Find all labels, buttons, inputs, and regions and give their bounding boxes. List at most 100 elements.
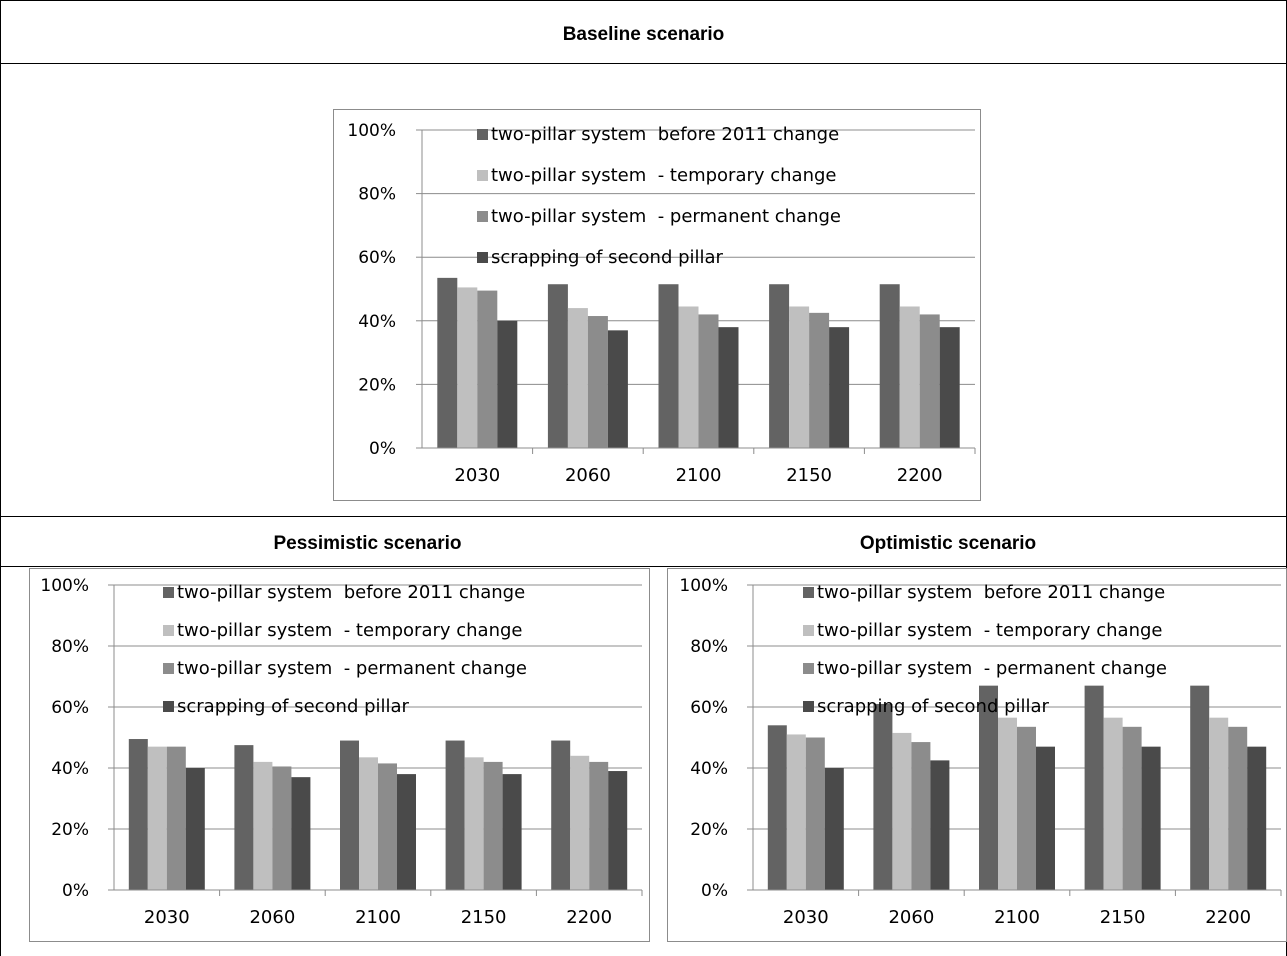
bar <box>911 742 931 890</box>
x-tick-label: 2030 <box>144 907 190 928</box>
bar <box>658 284 679 448</box>
x-tick-label: 2060 <box>565 465 611 486</box>
legend-swatch <box>803 625 814 636</box>
y-tick-label: 0% <box>369 439 396 459</box>
bar <box>1141 746 1161 890</box>
bar <box>551 740 571 890</box>
legend-swatch <box>803 663 814 674</box>
bar <box>340 740 359 890</box>
bar <box>567 308 588 448</box>
legend-swatch <box>477 211 488 222</box>
y-tick-label: 80% <box>690 637 728 657</box>
bar <box>502 774 522 890</box>
bar <box>1209 717 1229 890</box>
bar <box>359 757 378 890</box>
bar <box>1228 726 1248 890</box>
bar <box>234 745 254 890</box>
bar <box>128 739 148 890</box>
pessimistic-chart: 0% 20% 40% 60% 80% 100% 2030 2060 2100 2150 2200 tw… <box>29 568 650 942</box>
x-tick-label: 2200 <box>1205 907 1251 928</box>
y-tick-label: 60% <box>690 698 728 718</box>
legend-label: scrapping of second pillar <box>817 696 1050 717</box>
bar <box>769 284 790 448</box>
bar <box>445 740 465 890</box>
legend-label: two-pillar system before 2011 change <box>177 582 525 603</box>
y-tick-label: 40% <box>358 312 396 332</box>
legend-label: two-pillar system - temporary change <box>491 165 837 186</box>
x-tick-label: 2150 <box>461 907 507 928</box>
legend-swatch <box>477 129 488 140</box>
bar <box>809 312 830 448</box>
bar <box>998 717 1017 890</box>
bar <box>166 746 186 890</box>
bar <box>1103 717 1123 890</box>
table-border-under-top-title <box>0 63 1287 64</box>
y-tick-label: 100% <box>347 121 396 141</box>
x-tick-label: 2150 <box>1100 907 1146 928</box>
bar <box>698 314 719 448</box>
legend-label: two-pillar system - permanent change <box>817 658 1167 679</box>
bar <box>378 763 397 890</box>
legend-swatch <box>803 587 814 598</box>
bar <box>939 327 960 448</box>
y-tick-label: 100% <box>40 576 89 596</box>
y-tick-label: 80% <box>358 185 396 205</box>
y-tick-label: 100% <box>679 576 728 596</box>
baseline-chart: 0% 20% 40% 60% 80% 100% 2030 2060 2100 2150 2200 tw… <box>333 109 981 501</box>
x-tick-label: 2150 <box>786 465 832 486</box>
bar <box>805 737 825 890</box>
y-tick-label: 0% <box>701 881 728 901</box>
bar <box>829 327 850 448</box>
x-tick-label: 2200 <box>566 907 612 928</box>
bar <box>589 761 609 890</box>
y-tick-label: 0% <box>62 881 89 901</box>
bar <box>786 734 806 890</box>
bar <box>457 287 478 448</box>
legend-swatch <box>163 625 174 636</box>
legend-label: two-pillar system - temporary change <box>177 620 523 641</box>
optimistic-title: Optimistic scenario <box>859 533 1037 554</box>
bar <box>291 777 311 890</box>
bar <box>437 277 458 448</box>
y-tick-label: 40% <box>51 759 89 779</box>
x-tick-label: 2030 <box>783 907 829 928</box>
x-tick-label: 2030 <box>454 465 500 486</box>
bar <box>1247 746 1267 890</box>
legend-label: two-pillar system - temporary change <box>817 620 1163 641</box>
bar <box>979 685 998 890</box>
bar <box>718 327 739 448</box>
bar <box>1122 726 1142 890</box>
legend-swatch <box>163 701 174 712</box>
bar <box>587 316 608 448</box>
y-tick-label: 60% <box>358 248 396 268</box>
bar <box>678 306 699 448</box>
x-tick-label: 2060 <box>249 907 295 928</box>
bar <box>547 284 568 448</box>
x-tick-label: 2100 <box>355 907 401 928</box>
y-tick-label: 20% <box>358 375 396 395</box>
y-tick-label: 20% <box>690 820 728 840</box>
bar <box>1036 746 1055 890</box>
legend-swatch <box>163 663 174 674</box>
legend-label: two-pillar system before 2011 change <box>817 582 1165 603</box>
legend-swatch <box>477 252 488 263</box>
legend-label: two-pillar system - permanent change <box>177 658 527 679</box>
bar <box>253 761 273 890</box>
legend-swatch <box>163 587 174 598</box>
bar <box>570 755 590 890</box>
x-tick-label: 2100 <box>676 465 722 486</box>
bar <box>879 284 900 448</box>
bar <box>873 703 893 890</box>
bar <box>497 320 518 448</box>
bar <box>1017 726 1036 890</box>
bar <box>789 306 810 448</box>
bar <box>899 306 920 448</box>
bar <box>608 771 628 890</box>
bar <box>477 290 498 448</box>
y-tick-label: 80% <box>51 637 89 657</box>
pessimistic-title: Pessimistic scenario <box>273 533 462 554</box>
table-border-top <box>0 0 1287 1</box>
legend-label: two-pillar system - permanent change <box>491 206 841 227</box>
y-tick-label: 20% <box>51 820 89 840</box>
